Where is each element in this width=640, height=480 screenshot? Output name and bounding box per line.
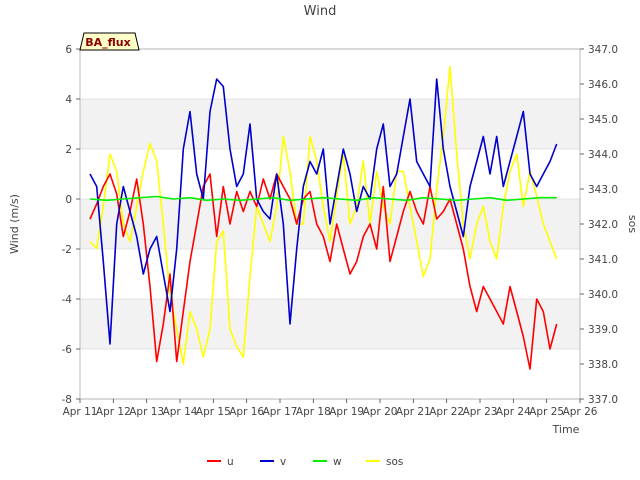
legend-label-w: w: [333, 456, 342, 468]
x-tick-label-3: Apr 14: [163, 406, 198, 418]
x-tick-label-9: Apr 20: [363, 406, 398, 418]
series-line-u: [89, 173, 558, 370]
legend-label-sos: sos: [386, 456, 403, 468]
legend-label-v: v: [280, 456, 286, 468]
series-line-w: [89, 195, 557, 202]
y-tick-label-6: 4: [65, 94, 72, 106]
y2-tick-label-4: 341.0: [588, 254, 618, 266]
x-tick-label-12: Apr 23: [463, 406, 498, 418]
x-tick-label-2: Apr 13: [129, 406, 164, 418]
y2-tick-label-7: 344.0: [588, 149, 618, 161]
badge-box: [79, 32, 140, 51]
y2-tick-label-8: 345.0: [588, 114, 618, 126]
y-axis-label: Wind (m/s): [8, 194, 21, 254]
y2-tick-label-6: 343.0: [588, 184, 618, 196]
x-tick-label-14: Apr 25: [529, 406, 564, 418]
x-axis-label: Time: [552, 423, 580, 436]
right-y-axis: 337.0 338.0 339.0 340.0 341.0 342.0 343.0 344.0…: [580, 44, 618, 406]
chart-title: Wind: [304, 4, 337, 19]
x-tick-label-11: Apr 22: [429, 406, 464, 418]
x-tick-label-7: Apr 18: [296, 406, 331, 418]
y-tick-label-1: -6: [62, 344, 73, 356]
y-tick-label-0: -8: [62, 394, 72, 406]
y-tick-label-2: -4: [62, 294, 73, 306]
x-tick-label-1: Apr 12: [96, 406, 131, 418]
band-5: [80, 99, 580, 149]
y-tick-label-5: 2: [65, 144, 72, 156]
y2-tick-label-1: 338.0: [588, 359, 618, 371]
y-tick-label-7: 6: [65, 44, 72, 56]
x-tick-label-0: Apr 11: [63, 406, 98, 418]
y2-tick-label-3: 340.0: [588, 289, 618, 301]
x-tick-label-15: Apr 26: [563, 406, 598, 418]
x-tick-label-10: Apr 21: [396, 406, 431, 418]
y2-tick-label-0: 337.0: [588, 394, 618, 406]
series-line-v: [89, 78, 558, 345]
y-tick-label-3: -2: [62, 244, 72, 256]
left-y-axis: -8 -6 -4 -2 0 2 4 6: [62, 44, 80, 406]
y2-tick-label-5: 342.0: [588, 219, 618, 231]
y2-axis-label: sos: [626, 215, 639, 233]
legend-label-u: u: [227, 456, 234, 468]
badge: BA_flux: [79, 32, 140, 51]
x-tick-label-6: Apr 17: [263, 406, 298, 418]
y2-tick-label-2: 339.0: [588, 324, 618, 336]
x-tick-label-5: Apr 16: [229, 406, 264, 418]
series-line-sos: [89, 65, 558, 365]
series-layer: [89, 65, 558, 370]
y2-tick-label-10: 347.0: [588, 44, 618, 56]
y2-tick-label-9: 346.0: [588, 79, 618, 91]
x-tick-label-8: Apr 19: [329, 406, 364, 418]
legend: u v w sos: [207, 456, 403, 468]
x-tick-label-13: Apr 24: [496, 406, 531, 418]
y-tick-label-4: 0: [65, 194, 72, 206]
x-tick-label-4: Apr 15: [196, 406, 231, 418]
badge-label: BA_flux: [85, 36, 130, 49]
